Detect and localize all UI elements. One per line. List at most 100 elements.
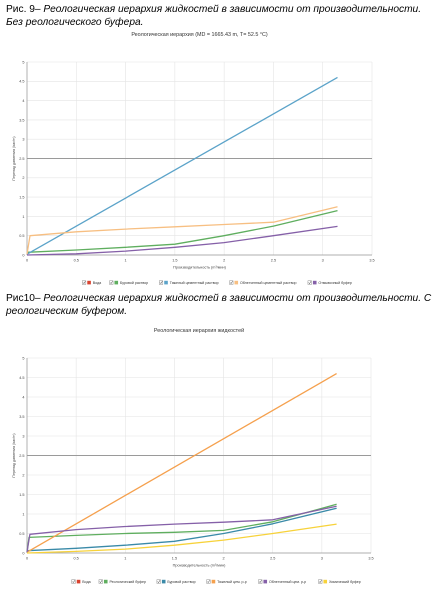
figure-9-legend-checkbox: [82, 280, 87, 285]
figure-9-title: Реологическая иерархия (MD = 1665.43 m, …: [131, 32, 268, 38]
figure-9-series-line-3: [26, 76, 338, 255]
figure-9-legend-label: Вода: [93, 281, 101, 285]
figure-9-chart: Реологическая иерархия (MD = 1665.43 m, …: [12, 32, 375, 285]
figure-9-x-tick-label: 0: [26, 259, 28, 263]
figure-10-legend-check-icon: [318, 580, 322, 584]
figure-9-caption: Рис. 9– Реологическая иерархия жидкостей…: [6, 4, 432, 29]
figure-9-y-tick-label: 4: [22, 99, 24, 103]
figure-10-x-tick-label: 2: [223, 557, 225, 561]
figure-10-title: Реологическая иерархия жидкостей: [154, 327, 244, 334]
figure-9-x-tick-label: 3: [322, 259, 324, 263]
figure-10-y-tick-label: 1.5: [19, 493, 24, 497]
figure-10-legend: Вода Реологический буфер Буровой раствор Тя…: [71, 579, 361, 584]
figure-10-y-tick-label: 2.5: [19, 454, 24, 458]
figure-10-legend-checkbox: [318, 579, 323, 584]
figure-10-y-tick-label: 1: [22, 512, 24, 516]
figure-9-x-tick-label: 1.5: [172, 259, 177, 263]
figure-10-x-tick-label: 1: [124, 557, 126, 561]
figure-10-series-line-2: [26, 503, 337, 553]
figure-10-x-tick-label: 3.5: [368, 557, 373, 561]
figure-9-x-tick-label: 2.5: [271, 259, 276, 263]
figure-9-x-tick-label: 0.5: [74, 259, 79, 263]
figure-9-y-tick-label: 5: [22, 60, 24, 64]
figure-10-legend-label: Реологический буфер: [109, 580, 146, 584]
figure-10-x-tick-label: 2.5: [270, 557, 275, 561]
figure-9-legend-check-icon: [308, 281, 312, 285]
figure-9-y-tick-label: 0.5: [19, 234, 24, 238]
figure-9-y-tick-label: 2.5: [19, 157, 24, 161]
figure-10-series-line-6: [26, 523, 337, 554]
figure-9-series-line-2: [26, 209, 338, 253]
figure-9-y-tick-label: 1: [22, 215, 24, 219]
figure-10-legend-checkbox: [98, 579, 103, 584]
figure-9-legend-label: Тяжелый цементный раствор: [170, 281, 219, 285]
figure-10-series-line-5: [26, 505, 337, 553]
figure-9-legend-swatch: [164, 280, 168, 285]
figure-10-y-axis-label: Перепад давления (bar/m): [12, 433, 16, 477]
figure-9-caption-text: Реологическая иерархия жидкостей в завис…: [6, 4, 422, 28]
figure-10-caption-prefix: Рис10–: [6, 293, 41, 304]
figure-10-legend-label: Тяжелый цем. р-р: [217, 580, 247, 584]
figure-9-y-tick-label: 2: [22, 176, 24, 180]
figure-10-legend-check-icon: [99, 580, 103, 584]
figure-9-legend-check-icon: [229, 281, 233, 285]
figure-9-legend-checkbox: [159, 280, 164, 285]
figure-10-legend-label: Буровой раствор: [167, 580, 195, 584]
figure-10-legend-label: Облегченный цем. р-р: [269, 580, 306, 584]
figure-10-legend-swatch: [76, 579, 81, 584]
figure-10-legend-check-icon: [258, 580, 262, 584]
figure-10-legend-checkbox: [206, 579, 211, 584]
figure-9-y-tick-label: 1.5: [19, 196, 24, 200]
figure-10-caption: Рис10– Реологическая иерархия жидкостей …: [6, 293, 432, 318]
figure-9-legend-swatch: [312, 280, 317, 285]
figure-10-legend-label: Вода: [82, 580, 90, 584]
figure-9-y-tick-label: 0: [22, 253, 24, 257]
figure-9-legend-checkbox: [229, 280, 234, 285]
figure-9-legend: Вода Буровой раствор Тяжелый цементный рас…: [82, 280, 352, 285]
figure-10-legend-checkbox: [258, 579, 263, 584]
figure-9-legend-swatch: [114, 280, 119, 285]
figure-10-legend-check-icon: [157, 580, 161, 584]
figure-10-x-tick-label: 1.5: [172, 557, 177, 561]
figure-10-caption-text: Реологическая иерархия жидкостей в завис…: [6, 293, 432, 317]
figure-9-legend-check-icon: [109, 281, 113, 285]
figure-9-legend-label: Отмывочный буфер: [318, 281, 351, 285]
figure-9-x-axis-label: Производительность (m³/мин): [173, 266, 226, 270]
figure-9-y-tick-label: 3: [22, 138, 24, 142]
figure-9-caption-prefix: Рис. 9–: [6, 4, 41, 15]
figure-9-series-line-5: [26, 225, 338, 256]
figure-10-legend-check-icon: [207, 580, 210, 584]
figure-9-legend-label: Облегченный цементный раствор: [240, 281, 297, 285]
figure-9-legend-label: Буровой раствор: [120, 281, 148, 285]
figure-10-legend-swatch: [263, 579, 268, 584]
figure-10-x-tick-label: 0: [26, 557, 28, 561]
figure-9-legend-checkbox: [307, 280, 312, 285]
figure-9-series-line-4: [26, 206, 338, 255]
figure-10-legend-swatch: [323, 579, 328, 584]
figure-10-y-tick-label: 3: [22, 434, 24, 438]
figure-9-legend-swatch: [87, 280, 91, 285]
figure-10-legend-checkbox: [71, 579, 76, 584]
figure-10-legend-swatch: [211, 579, 216, 584]
figure-10-y-tick-label: 0: [22, 551, 24, 555]
figure-10-legend-swatch: [161, 579, 166, 584]
figure-10-legend-swatch: [103, 579, 108, 584]
figure-10-y-tick-label: 4.5: [19, 376, 24, 380]
figure-9-x-tick-label: 1: [125, 259, 127, 263]
figure-10-legend-label: Химический буфер: [329, 580, 361, 584]
figure-9-legend-checkbox: [109, 280, 114, 285]
figure-9-legend-swatch: [234, 280, 239, 285]
figure-10-y-tick-label: 5: [22, 356, 24, 360]
figure-9-legend-check-icon: [82, 281, 86, 285]
figure-10-series-line-3: [26, 507, 337, 552]
figure-10-chart: Реологическая иерархия жидкостей 0 0.5 1 1.5…: [12, 327, 374, 584]
figure-9-y-tick-label: 3.5: [19, 118, 24, 122]
figure-10-y-tick-label: 4: [22, 395, 24, 399]
figure-10-x-tick-label: 3: [321, 557, 323, 561]
figure-10-y-tick-label: 2: [22, 473, 24, 477]
figure-10-x-axis-label: Производительность (m³/мин): [173, 564, 226, 568]
figure-10-x-tick-label: 0.5: [74, 557, 79, 561]
figure-10-series-line-4: [26, 373, 337, 553]
figure-10-legend-check-icon: [72, 580, 76, 584]
